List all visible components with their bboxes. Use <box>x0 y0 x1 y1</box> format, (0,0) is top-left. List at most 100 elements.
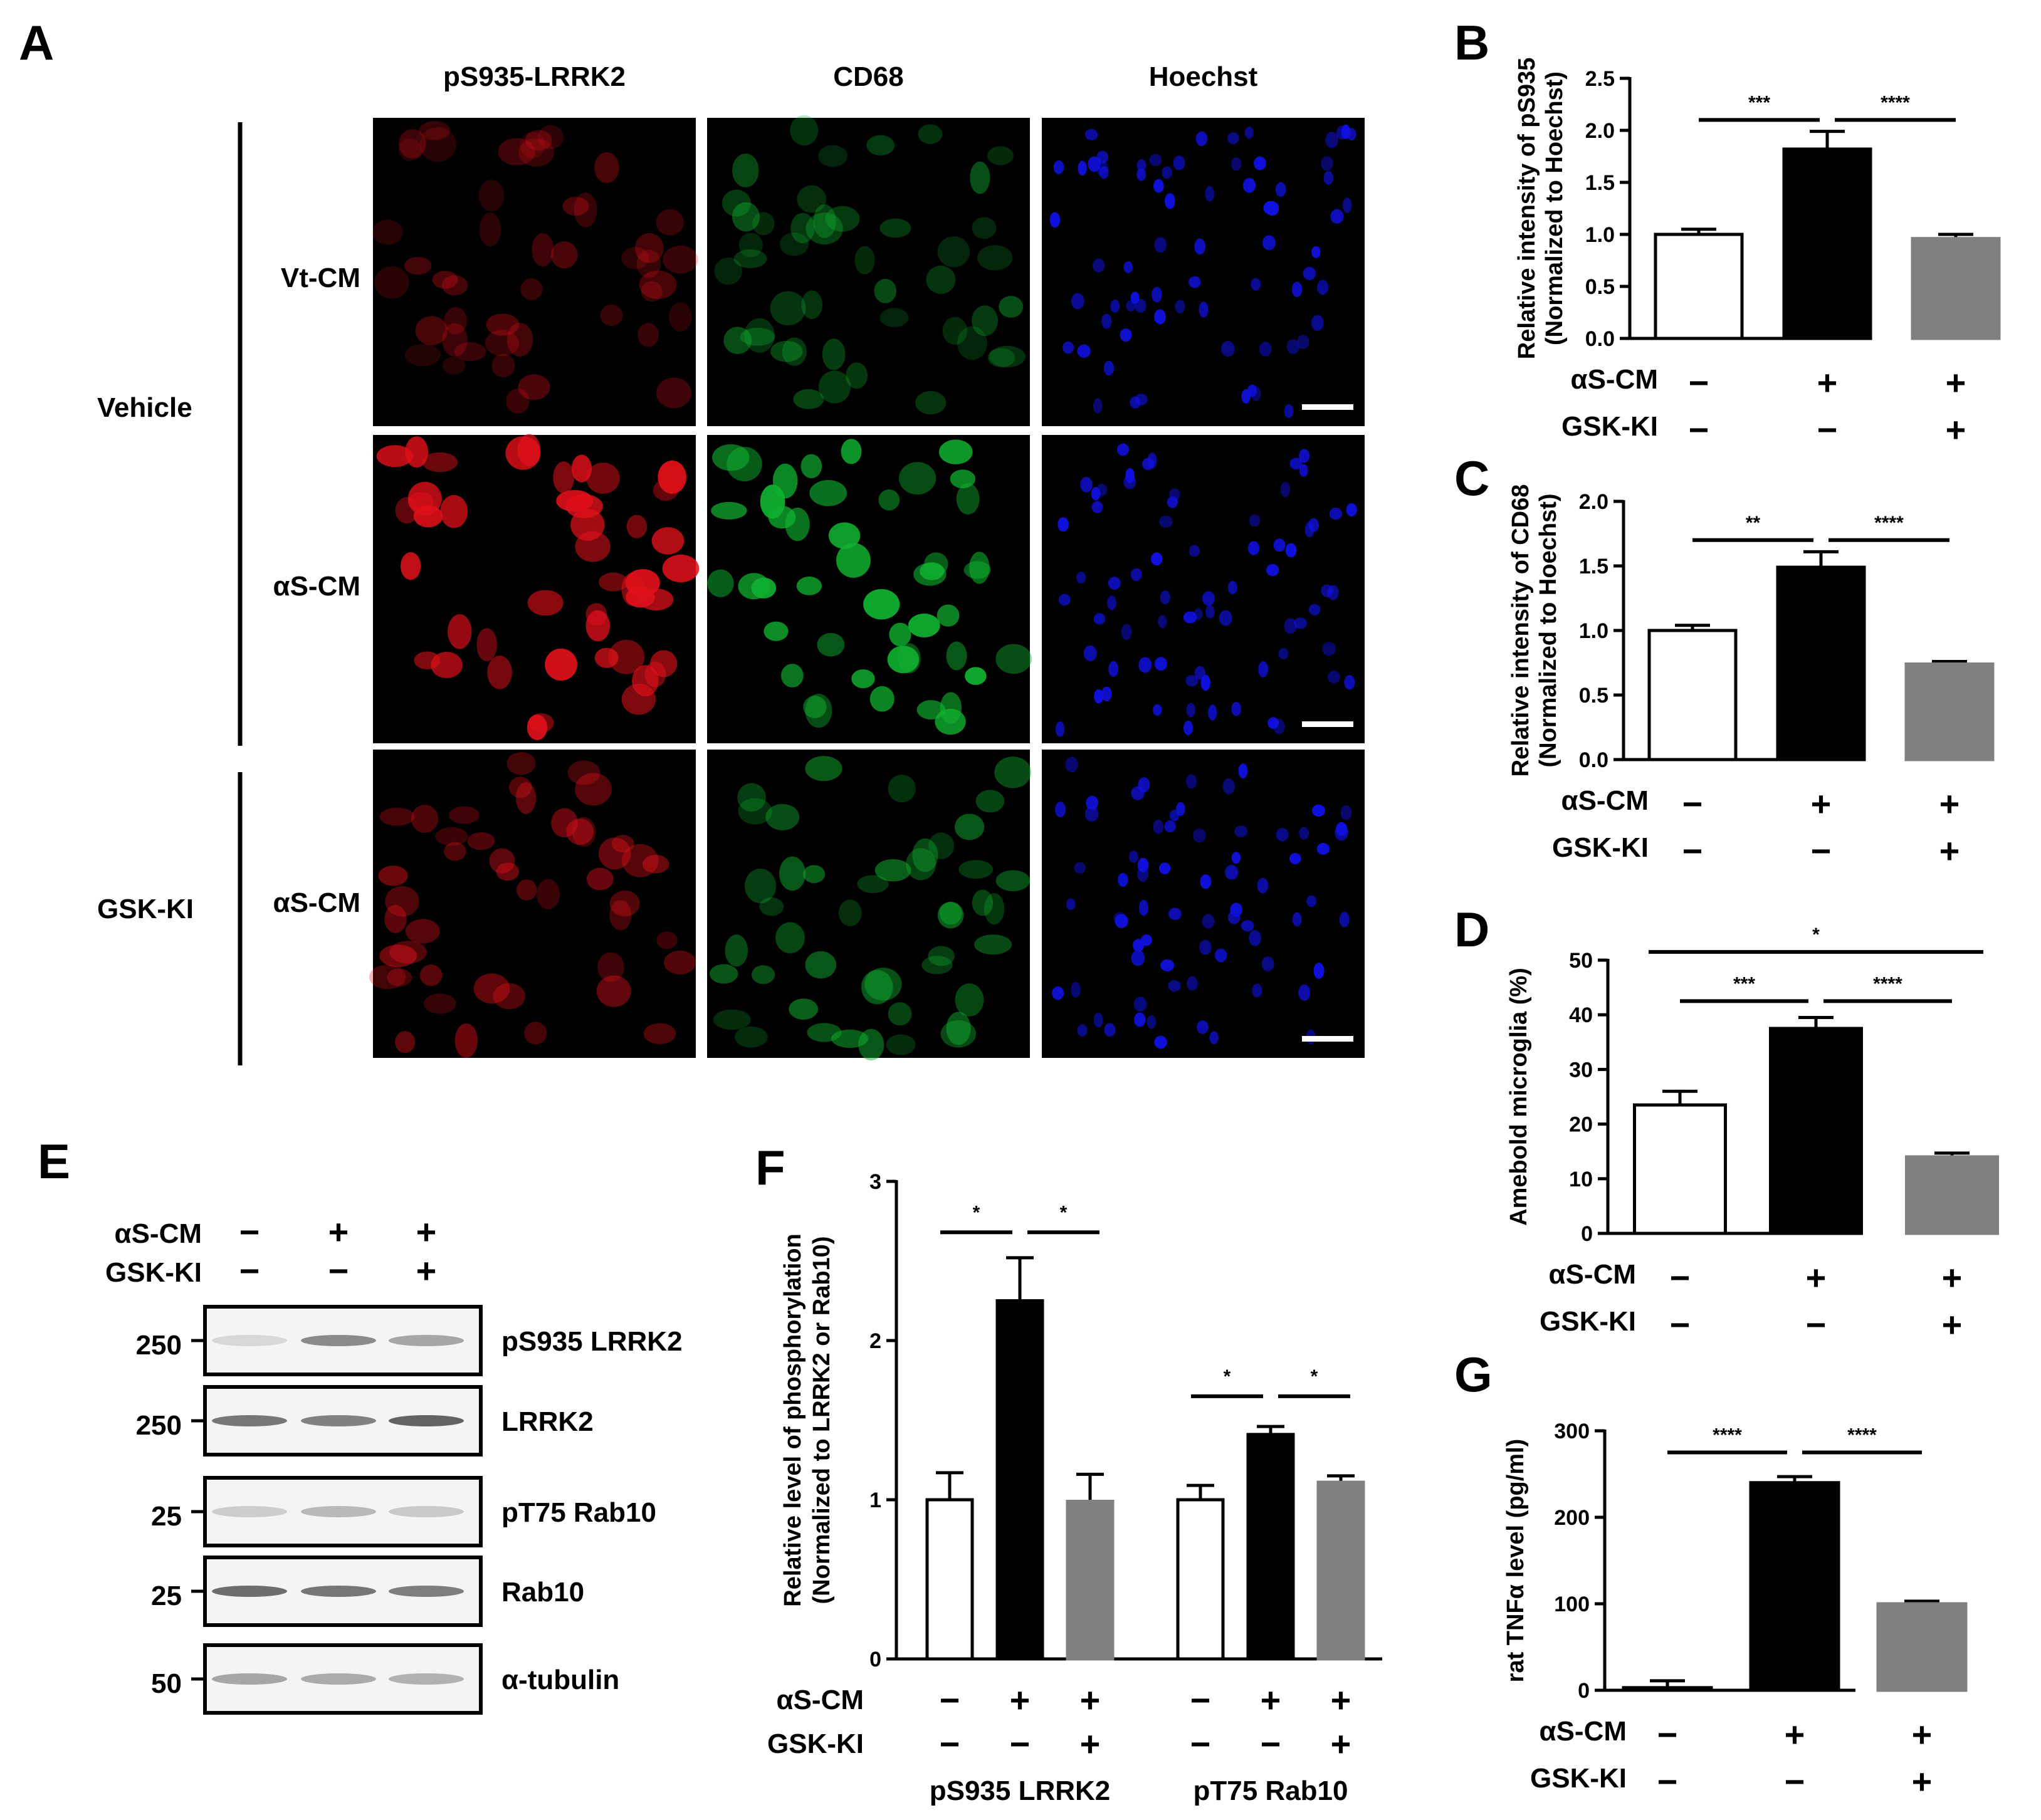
cell-blob <box>822 338 846 370</box>
cell-blob <box>641 281 663 302</box>
cell-blob <box>1093 398 1103 414</box>
treatment-mark: − <box>940 1680 960 1720</box>
cell-blob <box>803 865 826 884</box>
cell-blob <box>836 543 871 578</box>
cell-blob <box>1208 704 1217 721</box>
cell-blob <box>1187 976 1198 991</box>
cell-blob <box>1284 404 1294 418</box>
cell-blob <box>1110 300 1120 313</box>
blot-band <box>389 1673 464 1685</box>
cell-blob <box>440 494 468 528</box>
cell-blob <box>520 132 545 159</box>
cell-blob <box>1093 613 1106 625</box>
cell-blob <box>431 652 463 679</box>
cell-blob <box>570 509 605 541</box>
treatment-mark: + <box>1331 1680 1351 1720</box>
cell-blob <box>1241 389 1251 404</box>
cell-blob <box>404 256 432 275</box>
cell-blob <box>775 922 805 954</box>
cell-blob <box>1252 983 1262 998</box>
cell-blob <box>642 854 669 874</box>
significance-label: ** <box>1746 513 1761 533</box>
treatment-mark: + <box>1785 1715 1805 1754</box>
cell-blob <box>1058 594 1071 606</box>
cell-blob <box>395 1031 416 1054</box>
cell-blob <box>928 832 955 859</box>
cell-blob <box>751 965 775 985</box>
cell-blob <box>744 869 777 904</box>
treatment-label-gsk-ki: GSK-KI <box>105 1257 202 1288</box>
cell-blob <box>770 291 806 326</box>
cell-blob <box>1168 907 1182 920</box>
scale-bar <box>1302 1036 1353 1042</box>
treatment-label-as-cm: αS-CM <box>1561 785 1649 816</box>
cell-blob <box>1094 689 1104 704</box>
cell-blob <box>1154 1035 1167 1049</box>
cell-blob <box>1266 563 1279 577</box>
cell-blob <box>419 121 450 140</box>
cell-blob <box>487 656 512 689</box>
cell-blob <box>1329 507 1343 520</box>
scale-bar <box>1302 721 1353 727</box>
cell-blob <box>709 964 738 984</box>
blot-band <box>212 1673 287 1685</box>
treatment-mark: − <box>1689 363 1709 402</box>
cell-blob <box>1321 584 1334 597</box>
cell-blob <box>1284 618 1297 634</box>
cell-blob <box>940 1020 977 1048</box>
treatment-mark: + <box>1080 1680 1101 1720</box>
kda-label: 25 <box>151 1501 182 1532</box>
cell-blob <box>1091 501 1103 513</box>
significance-label: * <box>1224 1366 1231 1387</box>
bar <box>1654 233 1744 340</box>
cell-blob <box>1199 301 1209 318</box>
cell-blob <box>1225 865 1239 880</box>
panel-letter-b: B <box>1454 15 1489 70</box>
treatment-mark: − <box>1785 1762 1805 1801</box>
cell-blob <box>955 983 984 1017</box>
treatment-mark: + <box>1817 363 1838 402</box>
cell-blob <box>740 327 775 346</box>
cell-blob <box>995 870 1031 892</box>
y-axis-label: Relative intensity of CD68 <box>1508 484 1534 777</box>
cell-blob <box>1308 604 1321 615</box>
treatment-mark: − <box>940 1724 960 1764</box>
y-tick-label: 1.5 <box>1579 555 1608 578</box>
y-axis-label: Relative intensity of pS935 <box>1514 58 1540 360</box>
cell-blob <box>1159 515 1173 528</box>
cell-blob <box>790 212 815 244</box>
cell-blob <box>984 893 1005 925</box>
cell-blob <box>999 296 1024 318</box>
row-label: αS-CM <box>273 887 360 918</box>
micrograph-panel <box>1042 750 1365 1058</box>
cell-blob <box>1327 671 1341 684</box>
cell-blob <box>637 323 659 347</box>
cell-blob <box>1289 853 1301 865</box>
cell-blob <box>1280 481 1291 498</box>
treatment-mark: + <box>1939 784 1960 824</box>
cell-blob <box>906 848 936 881</box>
cell-blob <box>864 968 902 1001</box>
cell-blob <box>524 1022 547 1045</box>
cell-blob <box>928 946 955 966</box>
cell-blob <box>737 783 766 812</box>
cell-blob <box>506 322 533 357</box>
cell-blob <box>785 507 810 541</box>
cell-blob <box>1162 166 1173 179</box>
treatment-mark: + <box>1946 410 1966 449</box>
cell-blob <box>828 522 861 549</box>
cell-blob <box>1131 950 1145 966</box>
cell-blob <box>765 803 800 830</box>
cell-blob <box>1057 517 1069 532</box>
cell-blob <box>399 129 426 159</box>
cell-blob <box>575 773 612 806</box>
cell-blob <box>498 138 535 165</box>
cell-blob <box>621 247 649 269</box>
cell-blob <box>442 323 468 357</box>
cell-blob <box>937 236 970 268</box>
cell-blob <box>851 669 875 689</box>
treatment-label-as-cm: αS-CM <box>777 1685 864 1715</box>
cell-blob <box>1340 805 1352 820</box>
cell-blob <box>738 798 772 825</box>
cell-blob <box>423 993 456 1014</box>
